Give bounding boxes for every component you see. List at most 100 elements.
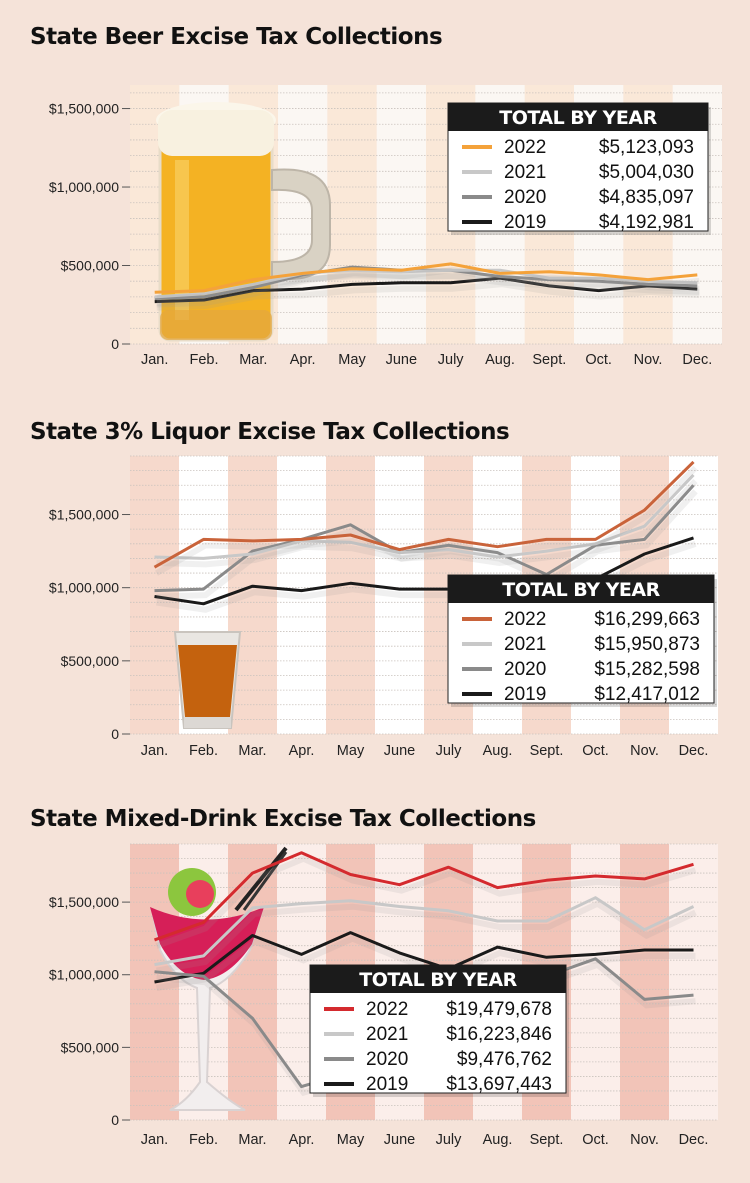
x-tick-label: Nov. [630, 1132, 659, 1148]
series-shadow-2019 [156, 281, 700, 311]
x-tick-label: Dec. [679, 1132, 709, 1148]
x-tick-label: Aug. [483, 743, 513, 759]
legend-total: $16,223,846 [446, 1024, 552, 1045]
legend-total: $16,299,663 [594, 609, 700, 630]
legend-year: 2021 [504, 634, 546, 655]
x-tick-label: July [436, 1132, 463, 1148]
x-tick-label: Jan. [141, 352, 168, 368]
legend-year: 2020 [504, 187, 546, 208]
x-tick-label: Apr. [289, 1132, 315, 1148]
legend-total: $15,282,598 [594, 659, 700, 680]
month-band [326, 456, 375, 734]
beer-tax-chart: 0 $500,000 $1,000,000 $1,500,000 Jan. Feb. Mar… [49, 85, 722, 368]
x-tick-label: Sept. [530, 743, 564, 759]
legend-total: $19,479,678 [446, 999, 552, 1020]
x-tick-label: May [337, 1132, 365, 1148]
x-tick-label: Mar. [238, 1132, 266, 1148]
x-tick-label: Jan. [141, 1132, 168, 1148]
legend-header-bar [448, 575, 714, 603]
x-tick-label: Feb. [189, 352, 218, 368]
legend-year: 2022 [504, 609, 546, 630]
legend-year: 2019 [504, 212, 546, 233]
x-tick-label: Nov. [630, 743, 659, 759]
y-tick-label: $1,500,000 [49, 894, 119, 910]
legend-title: TOTAL BY YEAR [502, 579, 660, 601]
x-tick-label: May [338, 352, 366, 368]
series-shadow-2020 [156, 489, 698, 600]
mixed-drink-tax-chart: 0 $500,000 $1,000,000 $1,500,000 Jan. Feb. Mar… [49, 843, 718, 1148]
legend-total: $12,417,012 [594, 684, 700, 705]
legend-total: $4,192,981 [599, 212, 694, 233]
legend-year: 2021 [366, 1024, 408, 1045]
legend-total: $4,835,097 [599, 187, 694, 208]
series-shadow-2021 [155, 900, 697, 974]
series-shadow-2021 [156, 478, 698, 568]
y-tick-label: $500,000 [61, 1039, 120, 1055]
legend-header-bar [448, 103, 708, 131]
legend-year: 2022 [504, 137, 546, 158]
x-tick-label: July [438, 352, 465, 368]
x-tick-label: Oct. [582, 743, 609, 759]
liquor-tax-chart: 0 $500,000 $1,000,000 $1,500,000 Jan. Feb. Mar… [49, 455, 718, 759]
series-line-2022 [153, 851, 694, 942]
y-tick-label: $1,000,000 [49, 179, 119, 195]
series-line-2019 [154, 931, 694, 984]
series-line-2022 [153, 460, 695, 569]
x-tick-label: Oct. [582, 1132, 609, 1148]
legend-title: TOTAL BY YEAR [359, 969, 517, 991]
legend-year: 2020 [366, 1049, 408, 1070]
series-line-2021 [154, 268, 698, 299]
y-tick-label: $1,500,000 [49, 101, 119, 117]
x-tick-label: Nov. [634, 352, 663, 368]
month-band [228, 456, 277, 734]
series-shadow-2022 [155, 855, 697, 949]
x-tick-label: May [337, 743, 365, 759]
x-tick-label: Sept. [532, 352, 566, 368]
legend-year: 2020 [504, 659, 546, 680]
x-tick-label: Oct. [585, 352, 612, 368]
series-line-2022 [154, 262, 698, 294]
y-tick-label: 0 [111, 1112, 119, 1128]
x-tick-label: July [436, 743, 463, 759]
month-band [130, 456, 179, 734]
x-tick-label: Aug. [483, 1132, 513, 1148]
legend-total: $5,004,030 [599, 162, 694, 183]
series-line-2019 [154, 276, 698, 304]
shot-glass-icon [173, 631, 242, 729]
month-band [620, 844, 669, 1120]
beer-chart-title: State Beer Excise Tax Collections [30, 24, 443, 50]
x-tick-label: Feb. [189, 743, 218, 759]
series-shadow-2022 [155, 465, 698, 576]
y-tick-label: $500,000 [61, 258, 120, 274]
series-shadow-2022 [156, 266, 700, 302]
x-tick-label: Dec. [679, 743, 709, 759]
y-tick-label: 0 [111, 726, 119, 742]
liquor-chart-title: State 3% Liquor Excise Tax Collections [30, 419, 510, 445]
x-tick-label: Mar. [238, 743, 266, 759]
series-line-2020 [154, 484, 695, 593]
y-tick-label: $1,000,000 [49, 580, 119, 596]
legend-total: $5,123,093 [599, 137, 694, 158]
y-tick-label: 0 [111, 336, 119, 352]
y-tick-label: $1,500,000 [49, 507, 119, 523]
legend-total: $9,476,762 [457, 1049, 552, 1070]
series-line-2021 [154, 473, 695, 560]
legend-total: $13,697,443 [446, 1074, 552, 1095]
month-band [327, 85, 377, 344]
x-tick-label: Apr. [289, 743, 315, 759]
series-shadow-2020 [156, 270, 700, 308]
x-tick-label: Apr. [290, 352, 316, 368]
y-tick-label: $500,000 [61, 653, 120, 669]
legend-header-bar [310, 965, 566, 993]
legend-year: 2019 [366, 1074, 408, 1095]
series-shadow-2021 [156, 273, 700, 306]
legend-year: 2022 [366, 999, 408, 1020]
legend-year: 2019 [504, 684, 546, 705]
x-tick-label: Aug. [485, 352, 515, 368]
x-tick-label: Dec. [682, 352, 712, 368]
series-line-2021 [154, 896, 695, 967]
legend-title: TOTAL BY YEAR [499, 107, 657, 129]
x-tick-label: Sept. [530, 1132, 564, 1148]
x-tick-label: Jan. [141, 743, 168, 759]
legend-year: 2021 [504, 162, 546, 183]
